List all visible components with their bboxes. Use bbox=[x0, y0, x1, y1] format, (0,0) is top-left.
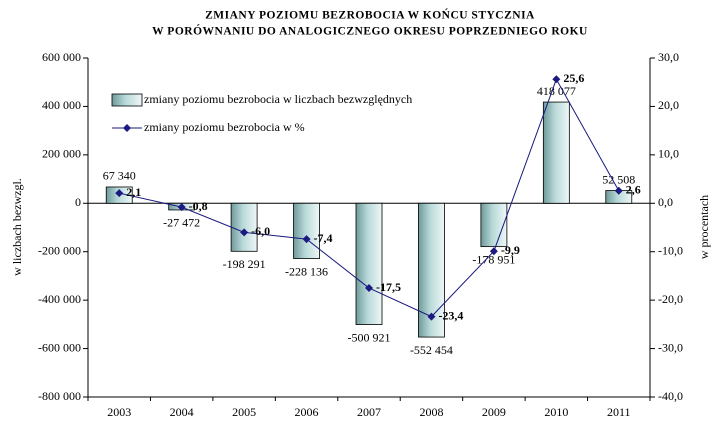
bar-value-label: 67 340 bbox=[103, 169, 136, 183]
x-tick-label: 2004 bbox=[170, 405, 194, 419]
y2-tick-label: -20,0 bbox=[658, 292, 683, 306]
bar-value-label: 418 077 bbox=[537, 84, 576, 98]
line-marker bbox=[177, 203, 186, 212]
x-tick-label: 2009 bbox=[482, 405, 506, 419]
x-tick-label: 2010 bbox=[544, 405, 568, 419]
y2-tick-label: -40,0 bbox=[658, 389, 683, 403]
line-value-label: -9,9 bbox=[501, 243, 520, 257]
line-marker bbox=[302, 235, 311, 244]
y-axis-label: w liczbach bezwzgl. bbox=[10, 178, 24, 276]
y2-tick-label: -30,0 bbox=[658, 340, 683, 354]
bar bbox=[542, 101, 570, 204]
chart-title: W PORÓWNANIU DO ANALOGICZNEGO OKRESU POP… bbox=[152, 24, 588, 38]
x-tick-label: 2008 bbox=[419, 405, 443, 419]
line-value-label: -23,4 bbox=[438, 308, 463, 322]
y2-tick-label: 0,0 bbox=[658, 195, 673, 209]
y-tick-label: -400 000 bbox=[38, 292, 81, 306]
y-tick-label: 200 000 bbox=[42, 147, 81, 161]
y-tick-label: -600 000 bbox=[38, 340, 81, 354]
bar-value-label: -228 136 bbox=[285, 264, 328, 278]
y2-tick-label: 20,0 bbox=[658, 98, 679, 112]
line-value-label: -7,4 bbox=[314, 231, 333, 245]
legend-label: zmiany poziomu bezrobocia w liczbach bez… bbox=[144, 92, 412, 106]
y-tick-label: 0 bbox=[75, 195, 81, 209]
x-tick-label: 2005 bbox=[232, 405, 256, 419]
bar bbox=[355, 202, 383, 325]
y2-tick-label: 10,0 bbox=[658, 147, 679, 161]
line-value-label: -6,0 bbox=[251, 224, 270, 238]
legend-swatch bbox=[123, 124, 131, 132]
legend-label: zmiany poziomu bezrobocia w % bbox=[144, 120, 305, 134]
line-marker bbox=[115, 189, 124, 198]
line-marker bbox=[489, 247, 498, 256]
line-value-label: 2,1 bbox=[126, 185, 141, 199]
x-tick-label: 2006 bbox=[295, 405, 319, 419]
y2-axis-label: w procentach bbox=[697, 195, 711, 259]
bar-value-label: -500 921 bbox=[348, 330, 391, 344]
bar-value-label: -27 472 bbox=[163, 216, 200, 230]
bar bbox=[480, 202, 508, 248]
line-value-label: 25,6 bbox=[563, 71, 584, 85]
line-value-label: -0,8 bbox=[189, 199, 208, 213]
y-tick-label: 400 000 bbox=[42, 98, 81, 112]
y2-tick-label: -10,0 bbox=[658, 243, 683, 257]
line-marker bbox=[427, 312, 436, 321]
y-tick-label: -800 000 bbox=[38, 389, 81, 403]
x-tick-label: 2011 bbox=[607, 405, 631, 419]
line-value-label: 2,6 bbox=[626, 182, 641, 196]
line-marker bbox=[614, 186, 623, 195]
x-tick-label: 2003 bbox=[107, 405, 131, 419]
x-tick-label: 2007 bbox=[357, 405, 381, 419]
chart-title: ZMIANY POZIOMU BEZROBOCIA W KOŃCU STYCZN… bbox=[205, 8, 535, 22]
line-marker bbox=[240, 228, 249, 237]
y-tick-label: -200 000 bbox=[38, 243, 81, 257]
y2-tick-label: 30,0 bbox=[658, 50, 679, 64]
bar-value-label: -198 291 bbox=[223, 257, 266, 271]
bar bbox=[293, 202, 320, 259]
line-marker bbox=[552, 75, 561, 84]
line-value-label: -17,5 bbox=[376, 280, 401, 294]
line-marker bbox=[365, 284, 373, 293]
y-tick-label: 600 000 bbox=[42, 50, 81, 64]
legend-swatch bbox=[111, 93, 143, 107]
bar-value-label: -552 454 bbox=[410, 343, 453, 357]
